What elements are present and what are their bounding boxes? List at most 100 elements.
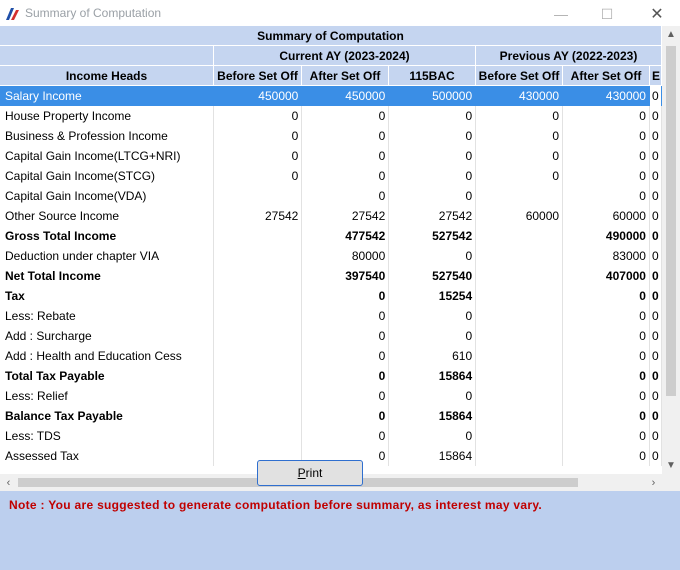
cell-partial[interactable]: 0 <box>649 206 662 226</box>
cell-before-set-off-previous[interactable] <box>475 226 564 246</box>
cell-after-set-off-previous[interactable]: 60000 <box>562 206 650 226</box>
cell-before-set-off-previous[interactable] <box>475 406 564 426</box>
cell-before-set-off-previous[interactable]: 60000 <box>475 206 564 226</box>
cell-before-set-off-previous[interactable] <box>475 266 564 286</box>
cell-115bac[interactable]: 0 <box>388 186 477 206</box>
cell-partial[interactable]: 0 <box>649 406 662 426</box>
table-row[interactable]: House Property Income 0 0 0 0 0 0 <box>0 106 662 126</box>
cell-before-set-off-current[interactable] <box>213 366 303 386</box>
cell-before-set-off-previous[interactable] <box>475 246 564 266</box>
cell-115bac[interactable]: 500000 <box>388 86 477 106</box>
minimize-button[interactable]: — <box>554 6 568 22</box>
cell-before-set-off-current[interactable]: 0 <box>213 146 303 166</box>
cell-partial[interactable]: 0 <box>649 366 662 386</box>
cell-after-set-off-current[interactable]: 0 <box>301 146 390 166</box>
cell-before-set-off-current[interactable] <box>213 346 303 366</box>
cell-after-set-off-previous[interactable]: 0 <box>562 286 650 306</box>
cell-115bac[interactable]: 527540 <box>388 266 477 286</box>
column-header-before-set-off-current[interactable]: Before Set Off <box>214 66 302 86</box>
table-row[interactable]: Total Tax Payable 0 15864 0 0 <box>0 366 662 386</box>
cell-before-set-off-previous[interactable] <box>475 326 564 346</box>
cell-after-set-off-current[interactable]: 0 <box>301 406 390 426</box>
row-label[interactable]: Net Total Income <box>0 266 215 286</box>
cell-partial[interactable]: 0 <box>649 86 662 106</box>
cell-after-set-off-current[interactable]: 0 <box>301 166 390 186</box>
cell-before-set-off-current[interactable]: 27542 <box>213 206 303 226</box>
cell-before-set-off-current[interactable] <box>213 266 303 286</box>
cell-before-set-off-previous[interactable] <box>475 286 564 306</box>
row-label[interactable]: Gross Total Income <box>0 226 215 246</box>
cell-after-set-off-previous[interactable]: 0 <box>562 126 650 146</box>
cell-after-set-off-current[interactable]: 450000 <box>301 86 390 106</box>
column-header-after-set-off-current[interactable]: After Set Off <box>302 66 389 86</box>
cell-before-set-off-current[interactable]: 0 <box>213 166 303 186</box>
row-label[interactable]: Salary Income <box>0 86 215 106</box>
scroll-left-icon[interactable]: ‹ <box>6 476 11 489</box>
column-header-after-set-off-previous[interactable]: After Set Off <box>563 66 650 86</box>
cell-before-set-off-current[interactable] <box>213 246 303 266</box>
cell-partial[interactable]: 0 <box>649 306 662 326</box>
row-label[interactable]: Deduction under chapter VIA <box>0 246 215 266</box>
table-row[interactable]: Assessed Tax 0 15864 0 0 <box>0 446 662 466</box>
cell-115bac[interactable]: 15254 <box>388 286 477 306</box>
cell-before-set-off-previous[interactable]: 430000 <box>475 86 564 106</box>
row-label[interactable]: Capital Gain Income(VDA) <box>0 186 215 206</box>
cell-before-set-off-previous[interactable] <box>475 446 564 466</box>
cell-after-set-off-current[interactable]: 0 <box>301 426 390 446</box>
cell-before-set-off-current[interactable] <box>213 186 303 206</box>
table-row[interactable]: Less: TDS 0 0 0 0 <box>0 426 662 446</box>
cell-before-set-off-current[interactable] <box>213 326 303 346</box>
cell-115bac[interactable]: 0 <box>388 306 477 326</box>
row-label[interactable]: Tax <box>0 286 215 306</box>
cell-before-set-off-current[interactable]: 0 <box>213 126 303 146</box>
cell-before-set-off-previous[interactable]: 0 <box>475 166 564 186</box>
cell-before-set-off-previous[interactable]: 0 <box>475 126 564 146</box>
table-row[interactable]: Capital Gain Income(VDA) 0 0 0 0 <box>0 186 662 206</box>
table-row[interactable]: Balance Tax Payable 0 15864 0 0 <box>0 406 662 426</box>
cell-partial[interactable]: 0 <box>649 386 662 406</box>
cell-before-set-off-previous[interactable]: 0 <box>475 106 564 126</box>
cell-after-set-off-current[interactable]: 27542 <box>301 206 390 226</box>
cell-partial[interactable]: 0 <box>649 346 662 366</box>
cell-after-set-off-previous[interactable]: 0 <box>562 426 650 446</box>
cell-partial[interactable]: 0 <box>649 426 662 446</box>
table-row[interactable]: Less: Rebate 0 0 0 0 <box>0 306 662 326</box>
scroll-down-icon[interactable]: ▼ <box>666 460 676 471</box>
cell-partial[interactable]: 0 <box>649 146 662 166</box>
cell-partial[interactable]: 0 <box>649 166 662 186</box>
cell-after-set-off-current[interactable]: 0 <box>301 346 390 366</box>
vertical-scroll-thumb[interactable] <box>666 46 676 396</box>
cell-115bac[interactable]: 15864 <box>388 446 477 466</box>
scroll-up-icon[interactable]: ▲ <box>666 29 676 40</box>
cell-partial[interactable]: 0 <box>649 326 662 346</box>
cell-after-set-off-current[interactable]: 0 <box>301 126 390 146</box>
cell-after-set-off-previous[interactable]: 0 <box>562 106 650 126</box>
row-label[interactable]: House Property Income <box>0 106 215 126</box>
cell-after-set-off-current[interactable]: 0 <box>301 286 390 306</box>
cell-after-set-off-previous[interactable]: 430000 <box>562 86 650 106</box>
cell-115bac[interactable]: 610 <box>388 346 477 366</box>
cell-after-set-off-current[interactable]: 80000 <box>301 246 390 266</box>
cell-before-set-off-previous[interactable] <box>475 186 564 206</box>
table-row[interactable]: Deduction under chapter VIA 80000 0 83000 0 <box>0 246 662 266</box>
cell-partial[interactable]: 0 <box>649 246 662 266</box>
cell-after-set-off-previous[interactable]: 0 <box>562 446 650 466</box>
cell-after-set-off-previous[interactable]: 0 <box>562 146 650 166</box>
cell-after-set-off-previous[interactable]: 0 <box>562 326 650 346</box>
cell-before-set-off-previous[interactable] <box>475 366 564 386</box>
cell-partial[interactable]: 0 <box>649 226 662 246</box>
close-button[interactable]: ✕ <box>650 6 664 23</box>
cell-after-set-off-previous[interactable]: 490000 <box>562 226 650 246</box>
cell-after-set-off-previous[interactable]: 0 <box>562 406 650 426</box>
cell-before-set-off-previous[interactable]: 0 <box>475 146 564 166</box>
cell-after-set-off-previous[interactable]: 0 <box>562 306 650 326</box>
row-label[interactable]: Less: TDS <box>0 426 215 446</box>
cell-115bac[interactable]: 15864 <box>388 406 477 426</box>
cell-after-set-off-previous[interactable]: 407000 <box>562 266 650 286</box>
table-row[interactable]: Other Source Income 27542 27542 27542 60000 6… <box>0 206 662 226</box>
cell-after-set-off-current[interactable]: 0 <box>301 326 390 346</box>
table-row[interactable]: Net Total Income 397540 527540 407000 0 <box>0 266 662 286</box>
vertical-scrollbar[interactable]: ▲ ▼ <box>662 26 680 474</box>
cell-before-set-off-current[interactable] <box>213 286 303 306</box>
